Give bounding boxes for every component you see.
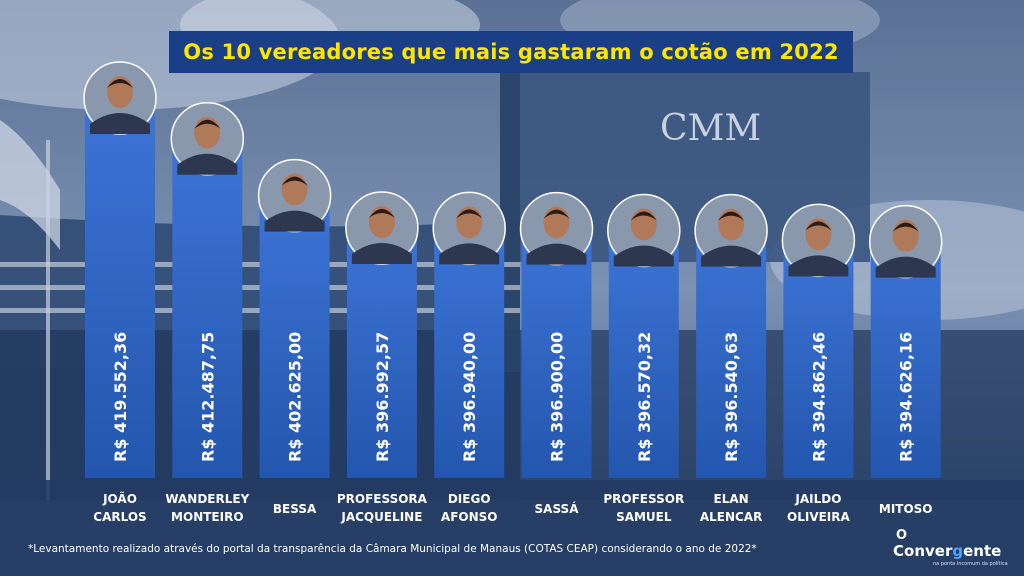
logo: O Convergente na ponta incomum da políti… [893,528,1013,570]
bar-value-label: R$ 419.552,36 [111,332,130,462]
chart-title: Os 10 vereadores que mais gastaram o cot… [183,40,839,64]
logo-wordmark: Convergente [893,542,1002,560]
category-label: ELAN [714,492,749,506]
bar [434,230,505,478]
category-label: OLIVEIRA [787,510,851,524]
category-label: AFONSO [441,510,498,524]
category-label: MITOSO [879,502,933,516]
logo-line1: O [896,528,908,543]
portrait-icon [432,191,506,266]
bar [608,232,679,478]
bar-value-label: R$ 396.900,00 [548,332,567,462]
building-sign: CMM [660,108,761,149]
portrait-icon [694,193,768,268]
category-label: MONTEIRO [171,510,243,524]
logo-tagline: na ponta incomum da política [933,561,1008,567]
category-label: BESSA [273,502,317,516]
bar [521,230,592,478]
bar [85,100,155,478]
portrait-icon [868,204,943,279]
portrait-icon [607,193,681,268]
bar [346,230,417,478]
bar [696,232,767,478]
portrait-icon [170,101,245,176]
footnote: *Levantamento realizado através do porta… [28,543,757,555]
category-label: WANDERLEY [165,492,249,506]
category-label: SASSÁ [535,501,580,516]
bar-value-label: R$ 396.570,32 [635,332,654,462]
portrait-icon [345,191,419,265]
portrait-icon [781,203,856,278]
bar-value-label: R$ 412.487,75 [198,332,217,462]
bar-value-label: R$ 402.625,00 [286,332,305,462]
category-label: PROFESSOR [603,492,684,506]
category-label: ALENCAR [700,510,763,524]
bar-value-label: R$ 396.992,57 [373,332,392,462]
bar-value-label: R$ 396.540,63 [722,332,741,462]
bar-value-label: R$ 396.940,00 [460,332,479,462]
bar [172,140,243,479]
portrait-icon [519,191,594,266]
category-label: PROFESSORA [337,492,428,506]
portrait-icon [83,61,157,135]
bar [783,242,854,478]
portrait-icon [257,158,332,233]
category-label: JOÃO [102,491,137,506]
category-label: SAMUEL [616,510,672,524]
category-label: CARLOS [93,510,146,524]
title-banner: Os 10 vereadores que mais gastaram o cot… [169,31,853,73]
bar [870,243,941,478]
category-label: JACQUELINE [340,510,422,524]
category-label: JAILDO [794,492,841,506]
bar-value-label: R$ 394.626,16 [897,332,916,462]
category-label: DIEGO [448,492,491,506]
bar [259,197,330,478]
bar-value-label: R$ 394.862,46 [809,332,828,462]
